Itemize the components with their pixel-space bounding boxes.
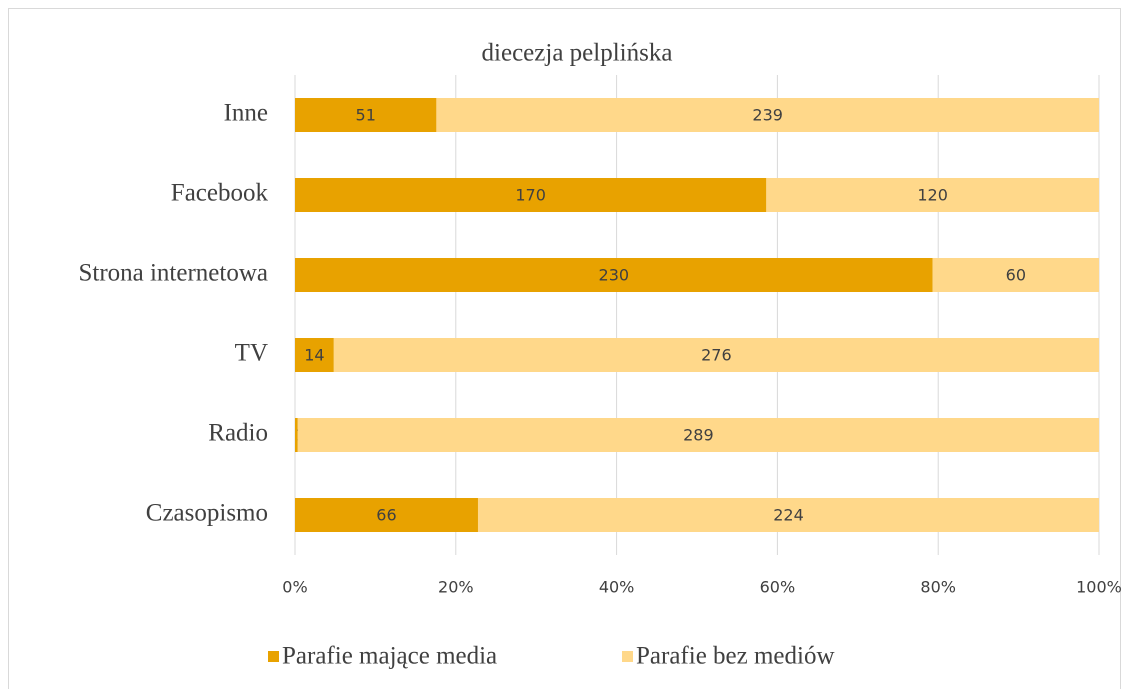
bar-segment xyxy=(295,418,298,452)
y-tick-label: Inne xyxy=(224,100,268,127)
bar-segment xyxy=(766,178,1099,212)
x-tick-label: 0% xyxy=(282,578,307,597)
bar-segment xyxy=(295,98,437,132)
legend-label: Parafie mające media xyxy=(282,643,497,670)
chart-title: diecezja pelplińska xyxy=(482,40,673,67)
x-tick-label: 80% xyxy=(920,578,956,597)
data-label: 230 xyxy=(599,266,630,285)
data-label: 60 xyxy=(1006,266,1026,285)
bar-segment xyxy=(297,418,1099,452)
y-tick-label: Czasopismo xyxy=(146,500,268,527)
bar-segment xyxy=(932,258,1099,292)
data-label: 224 xyxy=(773,506,804,525)
y-tick-label: Radio xyxy=(208,420,268,447)
y-tick-label: TV xyxy=(235,340,268,367)
data-label: 14 xyxy=(304,346,324,365)
y-tick-label: Strona internetowa xyxy=(78,260,268,287)
data-label: 289 xyxy=(683,426,714,445)
data-label: 276 xyxy=(701,346,732,365)
bar-segment xyxy=(295,338,334,372)
data-label: 66 xyxy=(376,506,396,525)
bar-segment xyxy=(295,258,933,292)
data-label: 170 xyxy=(515,186,546,205)
x-tick-label: 40% xyxy=(599,578,635,597)
bar-segment xyxy=(477,498,1099,532)
data-label: 239 xyxy=(752,106,783,125)
legend-label: Parafie bez mediów xyxy=(636,643,835,670)
bar-segment xyxy=(295,498,478,532)
bar-segment xyxy=(333,338,1099,372)
x-tick-label: 20% xyxy=(438,578,474,597)
data-label: 120 xyxy=(917,186,948,205)
data-label: 51 xyxy=(356,106,376,125)
x-tick-label: 60% xyxy=(760,578,796,597)
bar-segment xyxy=(436,98,1100,132)
legend-marker xyxy=(268,651,279,662)
y-tick-label: Facebook xyxy=(171,180,269,207)
legend-marker xyxy=(622,651,633,662)
bar-segment xyxy=(295,178,767,212)
x-tick-label: 100% xyxy=(1076,578,1122,597)
